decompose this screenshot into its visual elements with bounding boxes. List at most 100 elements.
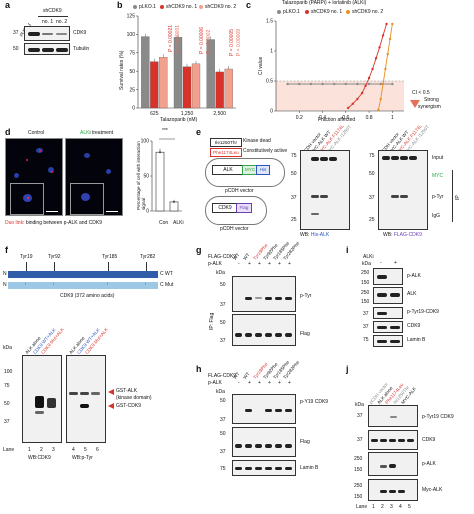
legend-label: shCDK9 no. 1 xyxy=(311,9,343,15)
sign: - xyxy=(380,260,382,266)
panel-letter: j xyxy=(346,364,349,374)
cdk9-mut-bar: ᶠ ᶠ ᶠ ᶠ xyxy=(8,282,158,289)
cdk9-blot xyxy=(368,430,418,450)
row-label: ALKi xyxy=(363,254,374,260)
kda-marker: 50 xyxy=(220,282,226,288)
row-label: FLAG-CDK9 xyxy=(208,373,237,379)
palk-blot xyxy=(373,268,403,285)
kda-marker: 37 xyxy=(220,449,226,455)
alk-box: ALK xyxy=(212,165,244,175)
band-label: Tubulin xyxy=(73,46,90,52)
chart-title: Talazoparib (PARPi) + lorlatinib (ALKi) xyxy=(282,0,367,6)
data-point xyxy=(298,82,301,86)
annotation: CI < 0.5 xyxy=(412,90,430,96)
wb-tag: FLAG-CDK9 xyxy=(393,232,422,238)
kda-marker: 250 xyxy=(361,270,370,276)
kda-marker: 37 xyxy=(220,302,226,308)
data-point xyxy=(346,106,350,110)
laminb-blot xyxy=(232,460,296,476)
data-point xyxy=(371,67,374,71)
mutation-box: Ile1250Thr xyxy=(210,138,242,147)
sign: - xyxy=(238,261,240,267)
bar xyxy=(215,71,224,109)
py19-blot xyxy=(232,394,296,424)
data-point xyxy=(356,82,359,86)
ci-line-chart: 0 0.5 1 1.5 0.2 0.4 0.6 0.8 1 xyxy=(266,19,404,121)
mut-label: C Mut xyxy=(160,282,174,288)
p-value: P = 0.00006 xyxy=(199,26,205,54)
laminb-blot xyxy=(373,335,403,347)
micrograph-alki xyxy=(65,138,123,216)
data-point xyxy=(381,82,385,86)
panel-letter: a xyxy=(5,0,11,10)
panel-letter: b xyxy=(117,0,123,10)
band-label: Myc-ALK xyxy=(422,487,443,493)
kda-header: kDa xyxy=(216,389,225,395)
kda-header: kDa xyxy=(3,345,12,351)
kda-marker: 150 xyxy=(354,494,363,500)
caption-text: : binding between p-ALK and CDK9 xyxy=(23,220,103,226)
lane-label: no. 1 xyxy=(42,19,54,25)
bar xyxy=(159,57,168,109)
kda-marker: 250 xyxy=(354,456,363,462)
significance: *** xyxy=(162,128,168,134)
his-tag: His xyxy=(256,165,270,175)
side-label: MYC xyxy=(432,173,444,179)
y-tick-label: 0.5 xyxy=(266,79,273,85)
kda-marker: 50 xyxy=(291,171,297,177)
band-label: p-Tyr xyxy=(300,293,312,299)
wb-cdk9-blot xyxy=(22,355,62,443)
y-tick-label: 50 xyxy=(129,69,135,75)
data-point xyxy=(356,97,359,101)
ptyr19-blot xyxy=(368,405,418,427)
band-label: p-Tyr19-CDK9 xyxy=(407,309,439,315)
kda-header: kDa xyxy=(355,402,364,408)
sign: + xyxy=(288,261,291,267)
site-label: Tyr185 xyxy=(102,254,118,260)
data-point xyxy=(332,82,336,86)
bar xyxy=(155,151,165,212)
y-tick-label: 0 xyxy=(146,209,149,215)
panel-letter: f xyxy=(5,245,8,255)
side-label: Input xyxy=(432,155,444,161)
panel-letter: d xyxy=(5,127,11,137)
data-point xyxy=(173,200,175,203)
arrow-left-icon xyxy=(108,389,114,395)
x-tick-label: 2,500 xyxy=(213,111,226,117)
lane-number: 5 xyxy=(84,447,87,453)
bar xyxy=(224,68,233,109)
micrograph-control xyxy=(5,138,63,216)
band-label: Lamin B xyxy=(300,465,319,471)
sign: + xyxy=(268,261,271,267)
x-tick-label: 625 xyxy=(150,111,159,117)
ip-bracket xyxy=(452,170,453,222)
x-tick-label: 0.8 xyxy=(366,115,373,121)
mutation-label: Constitutively active xyxy=(243,148,288,154)
cdk9-blot xyxy=(373,321,403,333)
kda-marker: 50 xyxy=(220,398,226,404)
kda-marker: 37 xyxy=(220,338,226,344)
kda-marker: 50 xyxy=(4,401,10,407)
palk-blot xyxy=(368,452,418,476)
lane-number: 4 xyxy=(72,447,75,453)
ptyr19-blot xyxy=(373,307,403,319)
sign: + xyxy=(268,380,271,386)
flag-blot xyxy=(232,427,296,457)
kda-marker: 250 xyxy=(354,483,363,489)
panel-letter: h xyxy=(196,364,202,374)
kda-marker: 75 xyxy=(4,383,10,389)
kda-marker: 37 xyxy=(369,195,375,201)
lane-number: 6 xyxy=(96,447,99,453)
legend-label: shCDK9 no. 1 xyxy=(166,4,198,10)
y-tick-label: 1 xyxy=(270,49,273,55)
kda-marker: 37 xyxy=(363,311,369,317)
lane-header: Lane xyxy=(356,504,368,510)
kda-marker: 25 xyxy=(291,217,297,223)
arrow-left-icon xyxy=(108,403,114,409)
kda-marker: 150 xyxy=(354,467,363,473)
legend-swatch xyxy=(133,5,137,9)
site-label: Tyr92 xyxy=(48,254,61,260)
mutation-box: Phe1174Leu xyxy=(210,148,242,157)
arrow-label: GST-ALK xyxy=(116,388,138,394)
data-point xyxy=(364,84,367,88)
